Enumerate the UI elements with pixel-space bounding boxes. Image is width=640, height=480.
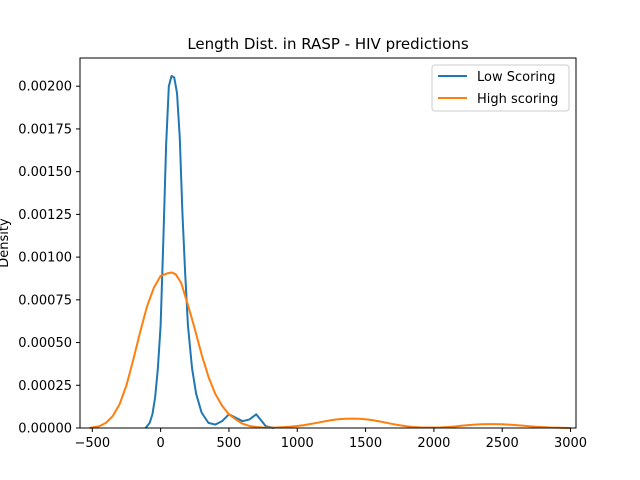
x-tick-label: 0 — [156, 436, 164, 451]
legend-label-high-scoring: High scoring — [477, 92, 558, 107]
x-tick-label: 2500 — [486, 436, 519, 451]
y-tick-label: 0.00175 — [18, 122, 72, 137]
y-tick-label: 0.00100 — [18, 251, 72, 266]
y-tick-label: 0.00125 — [18, 208, 72, 223]
y-tick-label: 0.00025 — [18, 379, 72, 394]
x-tick-label: 500 — [217, 436, 242, 451]
y-tick-label: 0.00000 — [18, 422, 72, 437]
plot-frame — [79, 57, 577, 429]
axis-layer: −500 0 500 1000 1500 2000 2500 3000 0.00000 0.000… — [18, 80, 587, 451]
y-tick-label: 0.00200 — [18, 80, 72, 95]
x-tick-label: 1500 — [349, 436, 382, 451]
chart-title: Length Dist. in RASP - HIV predictions — [187, 35, 468, 53]
y-tick-label: 0.00150 — [18, 165, 72, 180]
series-line-low-scoring — [144, 74, 275, 429]
y-tick-label: 0.00075 — [18, 293, 72, 308]
legend: Low Scoring High scoring — [431, 64, 570, 112]
x-tick-label: 3000 — [554, 436, 587, 451]
y-tick-label: 0.00050 — [18, 336, 72, 351]
x-tick-label: 2000 — [417, 436, 450, 451]
series-line-high-scoring — [89, 271, 571, 429]
y-axis-label: Density — [0, 218, 12, 268]
series-layer — [89, 74, 571, 429]
x-tick-label: 1000 — [281, 436, 314, 451]
legend-label-low-scoring: Low Scoring — [477, 70, 556, 85]
x-tick-label: −500 — [74, 436, 110, 451]
